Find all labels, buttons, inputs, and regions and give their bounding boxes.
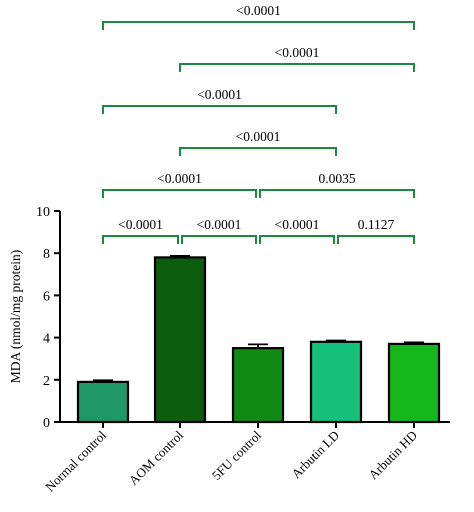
y-tick-label: 4 — [43, 332, 50, 347]
p-value-label: <0.0001 — [197, 87, 242, 102]
comparison-bracket — [259, 189, 415, 198]
y-axis: 0 2 4 6 8 10 — [36, 205, 61, 431]
comparison-bracket — [259, 235, 335, 244]
p-value-label: 0.0035 — [318, 171, 355, 186]
x-tick-label: AOM control — [126, 427, 187, 488]
p-value-label: <0.0001 — [275, 45, 320, 60]
bar — [76, 380, 130, 424]
comparison-bracket — [179, 147, 337, 156]
comparison-bracket — [181, 235, 257, 244]
y-tick-label: 8 — [43, 247, 50, 262]
comparison-bracket — [179, 63, 415, 72]
comparison-bracket — [337, 235, 415, 244]
x-axis: Normal control AOM control 5FU control Arbu… — [42, 421, 450, 495]
y-tick-label: 0 — [43, 416, 50, 431]
comparison-bracket — [102, 21, 415, 30]
bar — [387, 342, 441, 424]
comparison-bracket — [102, 235, 179, 244]
comparison-bracket — [102, 105, 337, 114]
bar — [309, 340, 363, 424]
y-axis-title: MDA (nmol/mg protein) — [8, 250, 23, 384]
y-tick-label: 2 — [43, 374, 50, 389]
x-tick-label: Arbutin HD — [365, 428, 420, 483]
x-tick-label: 5FU control — [209, 427, 265, 483]
significance-brackets: <0.0001 <0.0001 <0.0001 0.1127 <0.0001 0.0035… — [102, 3, 415, 244]
p-value-label: <0.0001 — [275, 217, 320, 232]
bars — [76, 255, 441, 424]
p-value-label: 0.1127 — [358, 217, 395, 232]
y-tick-label: 6 — [43, 289, 50, 304]
y-tick-label: 10 — [36, 205, 50, 220]
x-tick-label: Normal control — [42, 427, 109, 494]
comparison-bracket — [102, 189, 257, 198]
bar — [153, 256, 207, 424]
p-value-label: <0.0001 — [236, 129, 281, 144]
p-value-label: <0.0001 — [118, 217, 163, 232]
x-tick-label: Arbutin LD — [288, 428, 342, 482]
p-value-label: <0.0001 — [197, 217, 242, 232]
p-value-label: <0.0001 — [157, 171, 202, 186]
p-value-label: <0.0001 — [236, 3, 281, 18]
bar — [231, 347, 285, 424]
